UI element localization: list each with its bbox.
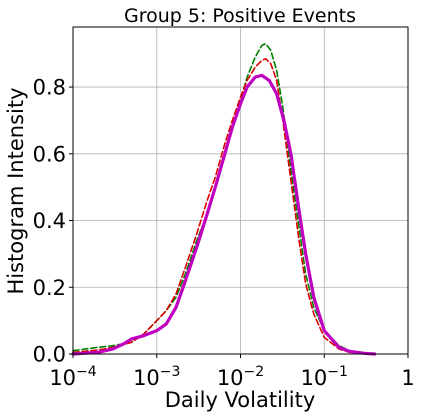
x-tick-base: 10 [133, 366, 160, 390]
y-tick-label: 0.8 [33, 76, 66, 100]
x-axis-label: Daily Volatility [165, 388, 316, 412]
series-line-1 [72, 42, 366, 355]
series-line-3 [71, 73, 377, 356]
series-layer [71, 42, 377, 356]
x-tick-exponent: −1 [327, 364, 348, 380]
y-tick-label: 0.0 [33, 343, 66, 367]
y-tick-label: 0.2 [33, 276, 66, 300]
x-tick-label: 10−3 [133, 364, 180, 390]
x-tick-exponent: −4 [76, 364, 97, 380]
x-tick-base: 10 [301, 366, 328, 390]
x-tick-exponent: −2 [244, 364, 265, 380]
x-tick-label: 1 [401, 366, 414, 390]
x-tick-label: 10−1 [301, 364, 348, 390]
x-tick-base: 10 [217, 366, 244, 390]
grid [72, 27, 409, 355]
x-tick-base: 10 [49, 366, 76, 390]
y-tick-label: 0.4 [33, 209, 66, 233]
y-ticks: 0.0 0.2 0.4 0.6 0.8 [33, 76, 73, 367]
series-line-2 [72, 57, 366, 355]
x-ticks: 10−4 10−3 10−2 10−1 1 [49, 354, 415, 390]
y-axis-label: Histogram Intensity [4, 87, 28, 294]
y-tick-label: 0.6 [33, 142, 66, 166]
chart-title: Group 5: Positive Events [124, 5, 356, 27]
x-tick-label: 10−4 [49, 364, 96, 390]
x-tick-exponent: −3 [160, 364, 181, 380]
x-tick-base: 1 [401, 366, 414, 390]
x-tick-label: 10−2 [217, 364, 264, 390]
